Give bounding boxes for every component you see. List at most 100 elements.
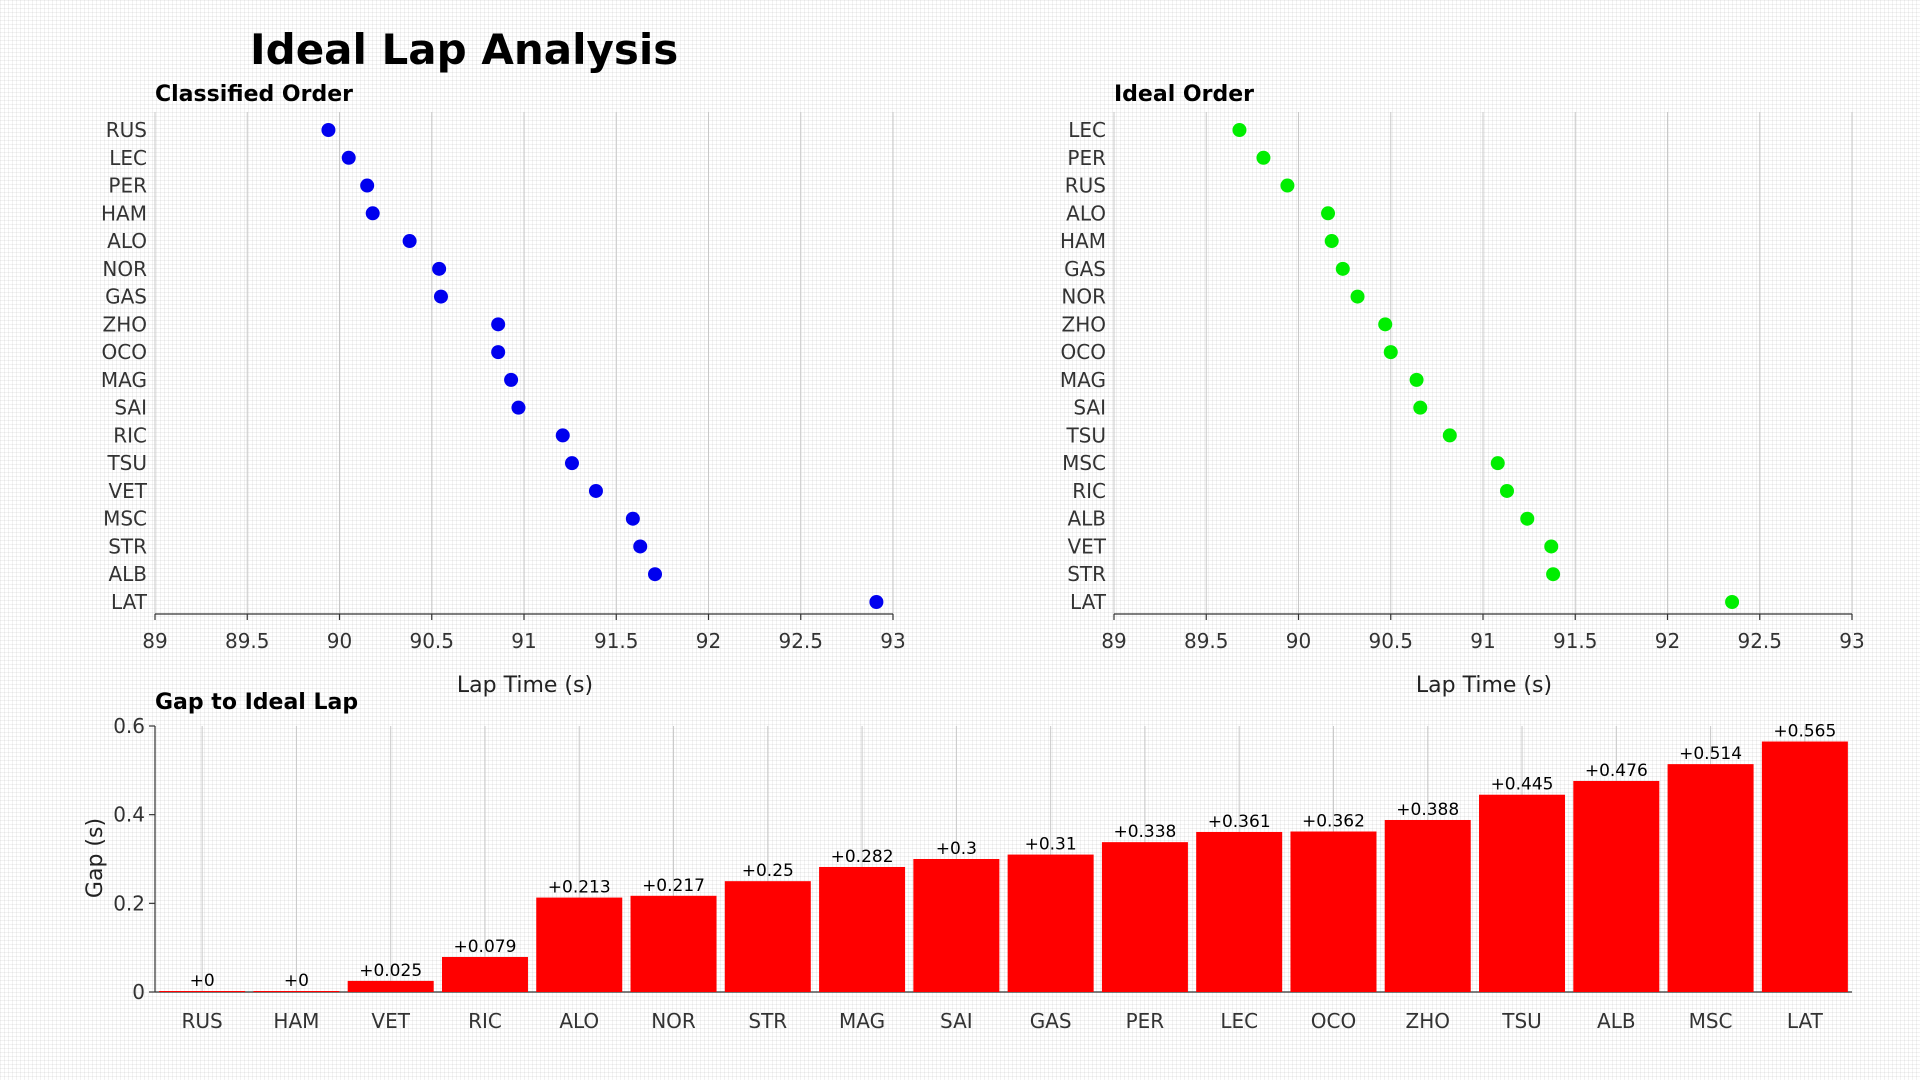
classified-ytick-label: RIC <box>113 423 147 447</box>
gap-bar <box>1667 764 1754 992</box>
classified-order-xlabel: Lap Time (s) <box>457 673 593 698</box>
classified-ytick-label: MAG <box>101 368 147 392</box>
ideal-point <box>1335 261 1350 276</box>
ideal-point <box>1409 372 1424 387</box>
ideal-order-chart: Ideal Order Lap Time (s) 89 89.5 90 90.5 91 9… <box>1060 82 1865 698</box>
classified-point <box>625 511 640 526</box>
gap-bar <box>724 881 811 992</box>
ideal-point <box>1413 400 1428 415</box>
ideal-point <box>1232 123 1247 137</box>
classified-point <box>433 289 448 304</box>
ideal-point <box>1442 428 1457 443</box>
classified-point <box>360 178 375 193</box>
gap-bar-value-label: +0.25 <box>742 861 794 881</box>
gap-bar-value-label: +0.476 <box>1585 761 1648 781</box>
gap-bar <box>536 897 623 992</box>
gap-bar-value-label: +0.3 <box>936 839 977 859</box>
ideal-point <box>1324 234 1339 249</box>
gap-bar-value-label: +0.361 <box>1208 812 1271 832</box>
classified-ytick-label: OCO <box>102 340 147 364</box>
ideal-order-xlabel: Lap Time (s) <box>1416 673 1552 698</box>
gap-ylabel: Gap (s) <box>83 818 108 898</box>
ideal-point <box>1280 178 1295 193</box>
ideal-point <box>1725 595 1740 609</box>
ideal-ytick-label: ZHO <box>1062 312 1106 336</box>
ideal-ytick-label: RIC <box>1072 479 1106 503</box>
classified-ytick-label: LEC <box>109 146 147 170</box>
gap-xtick-label: SAI <box>940 1009 973 1033</box>
gap-bar <box>1196 831 1283 992</box>
ideal-xtick-label: 92 <box>1655 629 1680 653</box>
gap-xtick-label: MAG <box>839 1009 885 1033</box>
classified-order-title: Classified Order <box>155 82 353 107</box>
classified-xtick-label: 89.5 <box>225 629 270 653</box>
classified-xtick-label: 92.5 <box>778 629 823 653</box>
gap-ytick-label: 0.6 <box>113 714 145 738</box>
gap-bar <box>253 991 340 992</box>
classified-order-chart: Classified Order Lap Time (s) 89 89.5 90 90… <box>101 82 906 698</box>
gap-bar <box>441 956 528 992</box>
classified-point <box>555 428 570 443</box>
classified-xtick-label: 93 <box>880 629 905 653</box>
classified-xtick-label: 89 <box>142 629 167 653</box>
ideal-xtick-label: 90.5 <box>1368 629 1413 653</box>
gap-bar-value-label: +0.025 <box>359 961 422 981</box>
gap-bar-value-label: +0 <box>284 971 309 991</box>
gap-bar-value-label: +0.445 <box>1491 775 1554 795</box>
classified-xtick-label: 92 <box>696 629 721 653</box>
ideal-ytick-label: MAG <box>1060 368 1106 392</box>
classified-xtick-label: 91.5 <box>594 629 639 653</box>
ideal-point <box>1544 539 1559 554</box>
classified-ytick-label: ZHO <box>103 312 147 336</box>
ideal-ytick-label: ALO <box>1066 201 1106 225</box>
gap-bar <box>1007 854 1094 992</box>
classified-point <box>647 567 662 582</box>
ideal-ytick-label: SAI <box>1073 396 1106 420</box>
gap-bar-value-label: +0 <box>190 971 215 991</box>
gap-bar-value-label: +0.362 <box>1302 812 1365 832</box>
ideal-point <box>1378 317 1393 332</box>
classified-ytick-label: HAM <box>101 201 147 225</box>
gap-xtick-label: PER <box>1126 1009 1165 1033</box>
ideal-point <box>1321 206 1336 221</box>
ideal-point <box>1520 511 1535 526</box>
gap-xtick-label: NOR <box>651 1009 696 1033</box>
gap-xtick-label: RUS <box>182 1009 223 1033</box>
gap-xtick-label: TSU <box>1501 1009 1542 1033</box>
classified-point <box>633 539 648 554</box>
ideal-xtick-label: 91.5 <box>1553 629 1598 653</box>
gap-bar <box>1290 831 1377 992</box>
gap-bar-value-label: +0.213 <box>548 878 611 898</box>
ideal-point <box>1499 483 1514 498</box>
gap-ytick-label: 0.2 <box>113 891 145 915</box>
gap-bar <box>1101 842 1188 992</box>
gap-bar <box>913 859 1000 992</box>
gap-bar-value-label: +0.282 <box>831 847 894 867</box>
ideal-ytick-label: RUS <box>1065 174 1106 198</box>
gap-xtick-label: ALB <box>1597 1009 1636 1033</box>
classified-ytick-label: ALB <box>108 562 147 586</box>
gap-ytick-label: 0 <box>132 980 145 1004</box>
ideal-order-title: Ideal Order <box>1114 82 1254 107</box>
gap-bar-value-label: +0.079 <box>454 937 517 957</box>
gap-bar-value-label: +0.31 <box>1025 835 1077 855</box>
ideal-ytick-label: ALB <box>1067 507 1106 531</box>
classified-ytick-label: MSC <box>103 507 147 531</box>
gap-xtick-label: LEC <box>1220 1009 1258 1033</box>
gap-to-ideal-title: Gap to Ideal Lap <box>155 690 358 715</box>
gap-xtick-label: OCO <box>1311 1009 1356 1033</box>
gap-xtick-label: VET <box>371 1009 410 1033</box>
gap-bar <box>1761 741 1848 992</box>
ideal-point <box>1350 289 1365 304</box>
classified-point <box>588 483 603 498</box>
gap-bar <box>630 895 717 992</box>
page-title: Ideal Lap Analysis <box>250 25 678 74</box>
gap-bar-value-label: +0.217 <box>642 876 705 896</box>
gap-xtick-label: STR <box>748 1009 787 1033</box>
gap-xtick-label: GAS <box>1030 1009 1072 1033</box>
gap-bar <box>159 991 246 992</box>
ideal-xtick-label: 91 <box>1470 629 1495 653</box>
gap-xtick-label: ALO <box>559 1009 599 1033</box>
classified-point <box>504 372 519 387</box>
classified-point <box>491 317 506 332</box>
